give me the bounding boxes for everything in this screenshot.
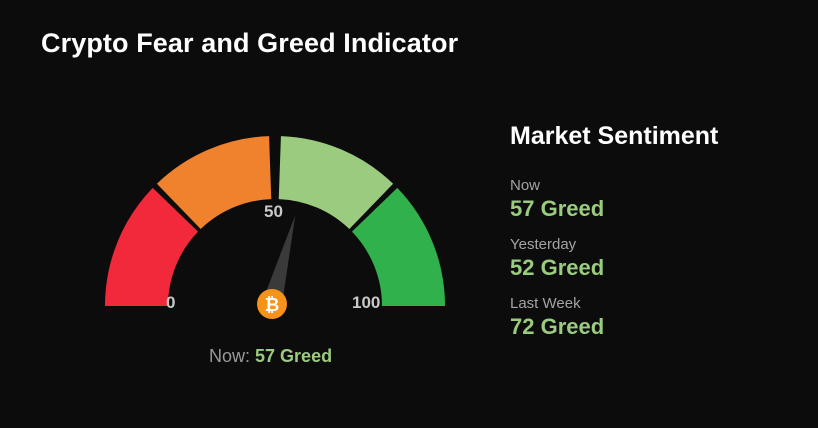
gauge-segment-extreme-fear	[105, 187, 199, 306]
sentiment-item-last-week: Last Week 72 Greed	[510, 295, 810, 340]
gauge-min-label: 0	[166, 293, 175, 312]
gauge-needle	[262, 215, 296, 307]
gauge-now-value: 57 Greed	[255, 346, 333, 366]
sentiment-label: Last Week	[510, 295, 581, 312]
sentiment-label: Now	[510, 177, 541, 194]
gauge-max-label: 100	[352, 293, 380, 312]
sentiment-item-now: Now 57 Greed	[510, 177, 810, 222]
svg-text:₿: ₿	[265, 295, 280, 316]
sentiment-value: 72 Greed	[510, 314, 605, 339]
gauge-mid-label: 50	[264, 202, 283, 221]
sentiment-item-yesterday: Yesterday 52 Greed	[510, 236, 810, 281]
gauge-graphic: 0 50 100 ₿	[105, 136, 445, 319]
bitcoin-icon: ₿	[257, 289, 287, 319]
gauge-now-readout: Now: 57 Greed	[209, 346, 332, 367]
gauge-segment-fear	[156, 136, 272, 230]
page-title: Crypto Fear and Greed Indicator	[41, 28, 459, 58]
gauge-segment-extreme-greed	[351, 187, 445, 306]
sentiment-value: 52 Greed	[510, 255, 605, 280]
sentiment-value: 57 Greed	[510, 196, 605, 221]
sentiment-label: Yesterday	[510, 236, 577, 253]
gauge-now-prefix: Now:	[209, 346, 251, 366]
fear-greed-gauge: 0 50 100 ₿ Now: 57 Greed	[105, 136, 445, 367]
market-sentiment-title: Market Sentiment	[510, 122, 719, 150]
gauge-segment-greed	[278, 136, 394, 230]
market-sentiment-panel: Market Sentiment Now 57 Greed Yesterday …	[510, 122, 810, 354]
